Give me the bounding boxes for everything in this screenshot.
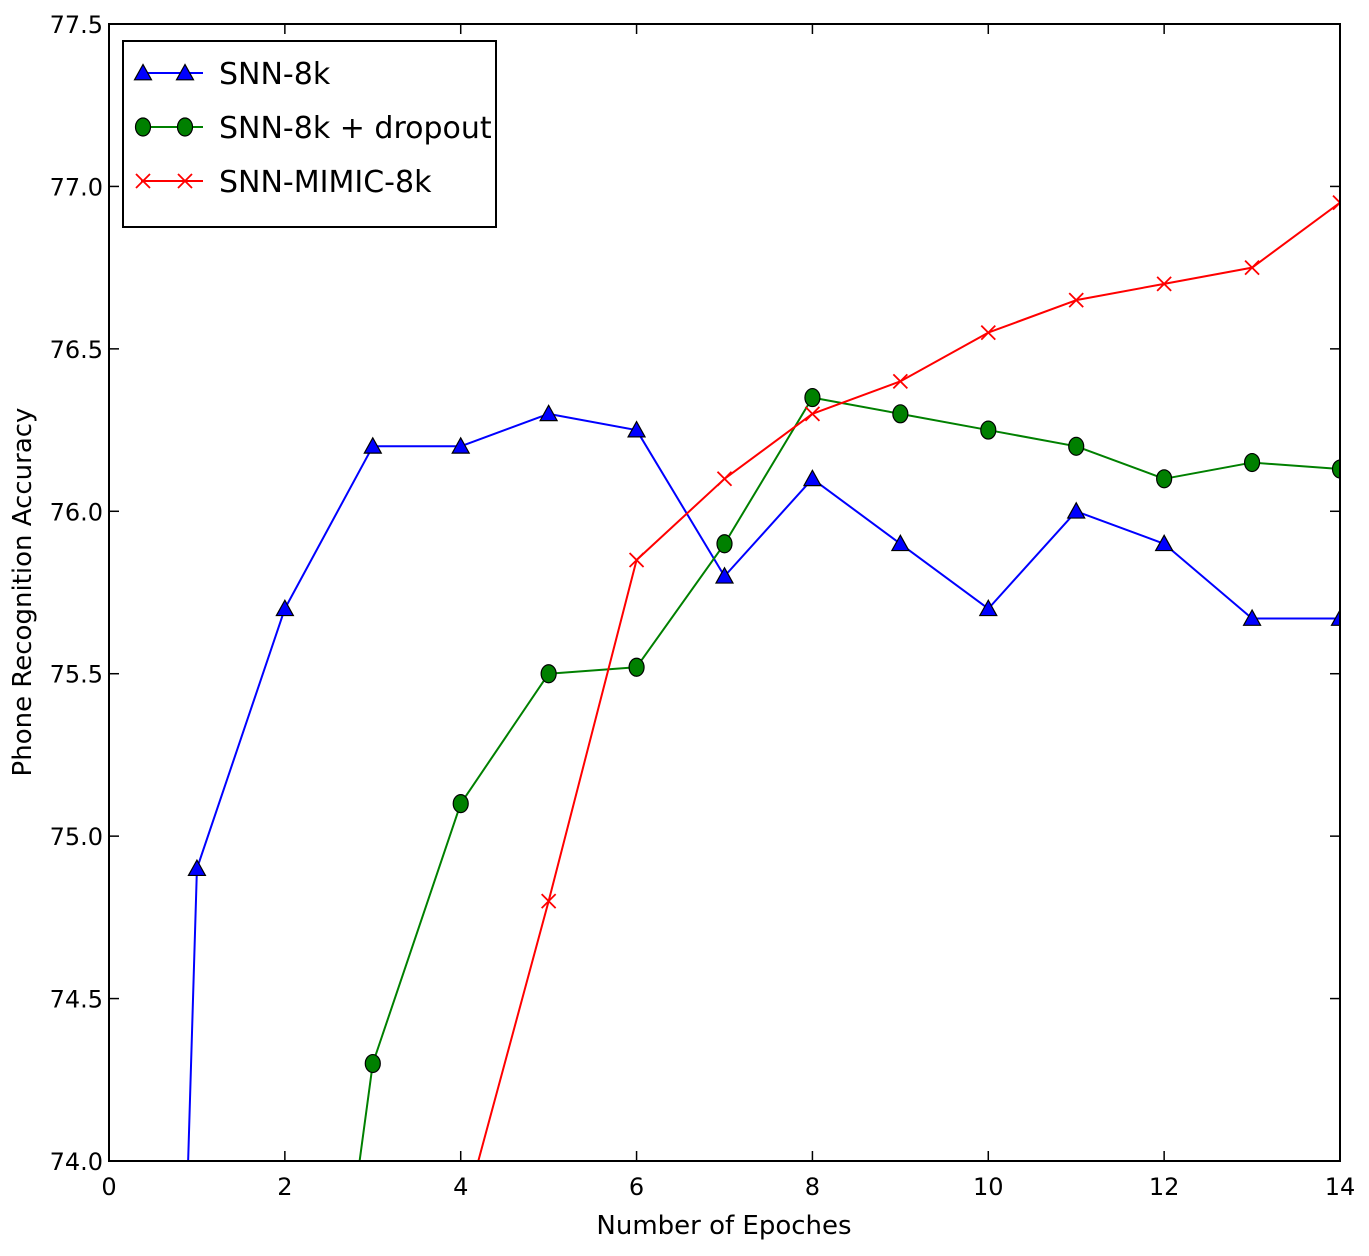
data-point [980,420,997,440]
data-point [804,406,821,422]
x-tick-label: 10 [973,1173,1004,1201]
legend-marker [133,63,153,81]
data-point [714,566,735,584]
data-point [364,1053,381,1074]
data-point [1156,469,1173,489]
data-point [540,664,557,684]
data-point [1242,608,1262,626]
data-point [716,534,733,554]
y-tick-label: 77.0 [50,173,103,201]
series-line [477,201,1340,1161]
data-point [627,420,647,438]
data-point [892,373,908,389]
legend-marker [177,173,193,189]
tick-layer: 0 2 4 6 8 10 12 14 74.0 74.5 75.0 75.5 76.0 76.5 77.0 7… [50,11,1356,1201]
x-tick-label: 12 [1149,1173,1180,1201]
data-point [1068,292,1084,308]
legend-label: SNN-8k [219,57,331,92]
data-point [890,534,910,552]
y-axis-title: Phone Recognition Accuracy [8,408,38,777]
y-tick-label: 77.5 [50,11,103,39]
legend-entry-3: SNN-MIMIC-8k [135,165,432,200]
data-point [1066,501,1086,519]
x-tick-label: 14 [1325,1173,1356,1201]
legend-label: SNN-MIMIC-8k [219,165,432,200]
legend-marker [175,63,195,81]
data-point [716,471,733,487]
data-point [1330,608,1340,626]
data-point [978,599,998,617]
series-line [358,396,1340,1161]
x-tick-label: 2 [277,1173,292,1201]
legend-marker [176,117,194,137]
data-point [980,324,996,341]
legend: SNN-8k SNN-8k + dropout SNN-MIMIC-8k [122,40,497,228]
legend-marker [135,173,151,189]
legend-entry-1: SNN-8k [133,57,331,92]
data-point [628,552,645,568]
data-point [1332,195,1340,211]
data-point [187,858,207,877]
y-tick-label: 74.5 [50,986,103,1014]
data-point [1154,534,1174,552]
series-layer [187,195,1340,1161]
y-tick-label: 74.0 [50,1148,103,1176]
data-point [451,436,471,454]
series-line [187,412,1340,1161]
plot-frame [108,23,1341,1162]
data-point [1244,260,1260,276]
data-point [539,404,559,422]
y-tick-label: 75.5 [50,661,103,689]
data-point [1156,276,1172,292]
data-point [628,657,645,677]
legend-marker [134,117,152,137]
data-point [363,436,383,454]
x-tick-label: 6 [629,1173,644,1201]
data-point [1068,436,1085,456]
x-tick-label: 8 [805,1173,820,1201]
y-tick-label: 75.0 [50,823,103,851]
legend-entry-2: SNN-8k + dropout [134,111,492,146]
y-tick-label: 76.5 [50,336,103,364]
data-point [892,404,909,424]
series-2 [358,387,1340,1161]
data-point [452,794,469,814]
series-1 [187,404,1340,1161]
x-axis-title: Number of Epoches [596,1211,851,1241]
legend-label: SNN-8k + dropout [219,111,492,146]
y-tick-label: 76.0 [50,498,103,526]
data-point [802,469,822,487]
data-point [1243,452,1261,473]
x-tick-label: 4 [453,1173,468,1201]
data-point [541,893,557,909]
x-tick-label: 0 [101,1173,116,1201]
data-point [1331,459,1340,479]
data-point [804,387,821,408]
series-3 [477,195,1340,1161]
data-point [275,599,295,617]
